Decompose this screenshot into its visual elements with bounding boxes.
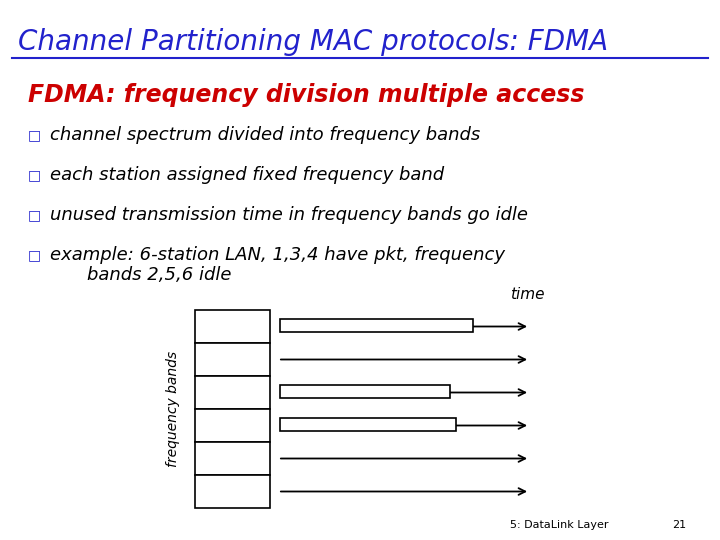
Bar [195,409,270,442]
Bar [195,475,270,508]
Bar [195,310,270,343]
Bar [195,376,270,409]
Bar [280,418,456,431]
Text: FDMA: frequency division multiple access: FDMA: frequency division multiple access [28,83,585,107]
Bar [195,343,270,376]
Bar [280,385,450,398]
Text: example: 6-station LAN, 1,3,4 have pkt, frequency: example: 6-station LAN, 1,3,4 have pkt, … [50,246,505,264]
Text: unused transmission time in frequency bands go idle: unused transmission time in frequency ba… [50,206,528,224]
Text: frequency bands: frequency bands [166,351,180,467]
Text: □: □ [28,168,41,182]
Text: each station assigned fixed frequency band: each station assigned fixed frequency ba… [50,166,444,184]
Bar [195,442,270,475]
Text: 21: 21 [672,520,686,530]
Bar [280,319,473,332]
Text: Channel Partitioning MAC protocols: FDMA: Channel Partitioning MAC protocols: FDMA [18,28,608,56]
Text: □: □ [28,248,41,262]
Text: □: □ [28,208,41,222]
Text: time: time [510,287,544,302]
Text: channel spectrum divided into frequency bands: channel spectrum divided into frequency … [50,126,480,144]
Text: bands 2,5,6 idle: bands 2,5,6 idle [64,266,232,284]
Text: 5: DataLink Layer: 5: DataLink Layer [510,520,608,530]
Text: □: □ [28,128,41,142]
